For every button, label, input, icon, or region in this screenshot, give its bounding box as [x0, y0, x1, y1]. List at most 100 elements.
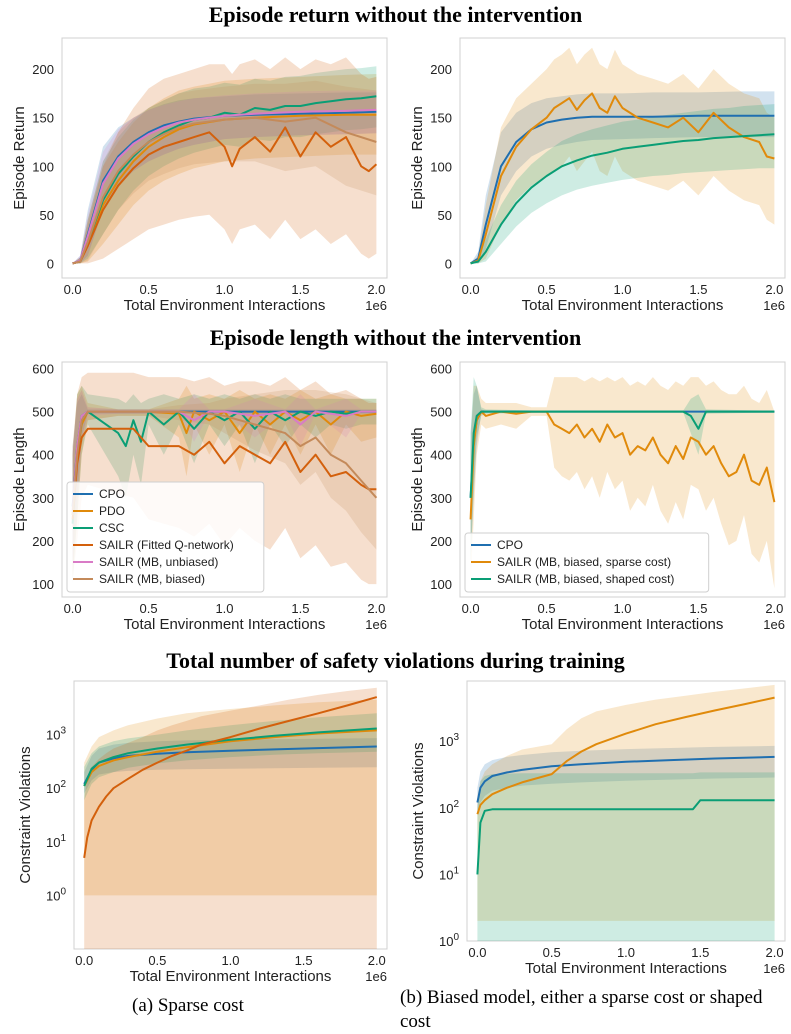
- len_a-legend-label-csc: CSC: [99, 521, 125, 535]
- ret_b-line-sailr-mb-biased-shaped-cost: [470, 133, 775, 265]
- len_a-ylabel: Episode Length: [11, 427, 28, 531]
- len_b-band-sailr-mb-biased-sparse-cost: [470, 377, 775, 589]
- viol_b-ytick-label: 100: [439, 932, 459, 949]
- ret_a-band-sailr-fitted-q-network: [72, 57, 377, 264]
- viol_a-xtick-label: 2.0: [368, 953, 386, 968]
- ret_b-band-cpo: [470, 91, 775, 264]
- ret_b-ytick-label: 200: [430, 62, 452, 77]
- len_a-legend-label-pdo: PDO: [99, 504, 125, 518]
- viol_b-xtick-label: 2.0: [766, 945, 784, 960]
- len_a-xtick-label: 0.5: [140, 601, 158, 616]
- ret_a-line-csc: [72, 95, 377, 265]
- ret_a-band-sailr-mb-biased: [72, 80, 377, 264]
- len_b-band-sailr-mb-biased-shaped-cost: [470, 377, 775, 563]
- ret_b-xtick-label: 0.0: [462, 282, 480, 297]
- viol_a-xscale-label: 1e6: [365, 969, 387, 984]
- ret_a-line-sailr-mb-biased: [72, 116, 377, 265]
- violations-section-title: Total number of safety violations during…: [166, 648, 625, 673]
- ret_a-series-layer: [72, 57, 378, 265]
- ret_a-line-sailr-mb-unbiased: [72, 108, 377, 265]
- ret_a-xscale-label: 1e6: [365, 298, 387, 313]
- len_a-series-layer: [71, 372, 378, 585]
- len_b-legend-box: [464, 532, 710, 593]
- ret_a-ytick-label: 0: [47, 256, 54, 271]
- len_a-ytick-label: 300: [32, 491, 54, 506]
- ret_a-xtick-label: 0.5: [140, 282, 158, 297]
- len_b-chart: 0.0 0.5 1.0 1.5 2.0 100 200 300 400 500 600 Total E…: [409, 361, 786, 633]
- return-section-title: Episode return without the intervention: [208, 2, 583, 27]
- viol_a-ytick-label: 101: [46, 833, 66, 850]
- len_b-ytick-label: 200: [430, 534, 452, 549]
- len_a-band-csc: [72, 385, 377, 585]
- len_b-xscale-label: 1e6: [763, 617, 785, 632]
- viol_a-ytick-label: 103: [46, 726, 66, 743]
- len_a-ytick-label: 100: [32, 577, 54, 592]
- viol_b-ytick-label: 103: [439, 732, 459, 749]
- ret_b-ytick-label: 100: [430, 159, 452, 174]
- viol_b-line-cpo: [476, 755, 775, 803]
- ret_b-ylabel: Episode Return: [409, 106, 426, 209]
- len_b-ytick-label: 600: [430, 361, 452, 376]
- viol_b-series-layer: [476, 684, 775, 941]
- viol_b-xlabel: Total Environment Interactions: [525, 960, 727, 977]
- viol_b-xtick-label: 0.5: [543, 945, 561, 960]
- len_a-ytick-label: 500: [32, 405, 54, 420]
- len_b-xtick-label: 1.0: [613, 601, 631, 616]
- ret_b-xtick-label: 0.5: [538, 282, 556, 297]
- len_a-xtick-label: 2.0: [367, 601, 385, 616]
- len_a-legend: CPO PDO CSC SAILR (Fitted Q-network) SAILR (…: [66, 481, 265, 593]
- len_a-xtick-label: 1.5: [291, 601, 309, 616]
- len_a-xscale-label: 1e6: [365, 617, 387, 632]
- len_a-ytick-label: 200: [32, 534, 54, 549]
- viol_a-xtick-label: 1.5: [295, 953, 313, 968]
- ret_b-xtick-label: 1.0: [613, 282, 631, 297]
- viol_b-xtick-label: 0.0: [468, 945, 486, 960]
- len_b-ylabel: Episode Length: [409, 427, 426, 531]
- viol_b-xscale-label: 1e6: [763, 961, 785, 976]
- caption-b: (b) Biased model, either a sparse cost o…: [400, 987, 763, 1032]
- viol_a-series-layer: [83, 687, 378, 949]
- ret_a-xtick-label: 2.0: [367, 282, 385, 297]
- viol_a-ytick-label: 100: [46, 886, 66, 903]
- len_b-legend-label-sailr-mb-biased-shaped-cost: SAILR (MB, biased, shaped cost): [497, 572, 674, 586]
- ret_b-ytick-label: 50: [438, 208, 452, 223]
- len_b-ytick-label: 100: [430, 577, 452, 592]
- len_b-line-sailr-mb-biased-sparse-cost: [469, 410, 776, 520]
- len_a-legend-box: [66, 481, 265, 593]
- len_b-legend: CPO SAILR (MB, biased, sparse cost) SAILR …: [464, 532, 710, 593]
- len_a-xtick-label: 0.0: [64, 601, 82, 616]
- ret_b-line-cpo: [470, 114, 775, 265]
- len_b-ytick-label: 500: [430, 405, 452, 420]
- ret_b-series-layer: [470, 47, 775, 265]
- len_b-ytick-label: 400: [430, 448, 452, 463]
- viol_a-xtick-label: 0.0: [75, 953, 93, 968]
- len_a-band-sailr-mb-unbiased: [72, 390, 377, 572]
- ret_a-xtick-label: 1.5: [291, 282, 309, 297]
- viol_b-line-sailr-mb-biased-shaped-cost: [476, 799, 775, 875]
- viol_b-xtick-label: 1.0: [617, 945, 635, 960]
- caption-a: (a) Sparse cost: [132, 995, 244, 1016]
- ret_a-ytick-label: 50: [40, 208, 54, 223]
- viol_a-line-pdo: [83, 729, 377, 787]
- len_b-line-sailr-mb-biased-shaped-cost: [469, 410, 775, 498]
- len_a-legend-label-cpo: CPO: [99, 487, 125, 501]
- len_b-xlabel: Total Environment Interactions: [522, 616, 724, 633]
- ret_b-line-sailr-mb-biased-sparse-cost: [470, 92, 775, 265]
- viol_a-chart: 0.0 0.5 1.0 1.5 2.0 100 101 102 103 Total Environ…: [17, 680, 388, 985]
- ret_a-line-pdo: [72, 113, 377, 265]
- viol_a-line-csc: [83, 727, 377, 787]
- len_b-legend-label-cpo: CPO: [497, 538, 523, 552]
- len_b-ytick-label: 300: [430, 491, 452, 506]
- viol_b-chart: 0.0 0.5 1.0 1.5 2.0 100 101 102 103 Total Environ…: [410, 680, 786, 977]
- viol_b-ylabel: Constraint Violations: [410, 742, 427, 879]
- len_a-xlabel: Total Environment Interactions: [124, 616, 326, 633]
- viol_a-line-sailr-fitted-q-network: [83, 696, 378, 859]
- ret_a-xlabel: Total Environment Interactions: [124, 297, 326, 314]
- len_a-legend-label-sailr-fitted-q-network: SAILR (Fitted Q-network): [99, 538, 234, 552]
- ret_a-xtick-label: 1.0: [215, 282, 233, 297]
- length-section-title: Episode length without the intervention: [209, 325, 582, 350]
- viol_b-band-cpo: [477, 745, 775, 815]
- len_a-band-sailr-fitted-q-network: [72, 372, 377, 585]
- viol_a-xtick-label: 0.5: [148, 953, 166, 968]
- len_a-legend-label-sailr-mb-biased: SAILR (MB, biased): [99, 572, 205, 586]
